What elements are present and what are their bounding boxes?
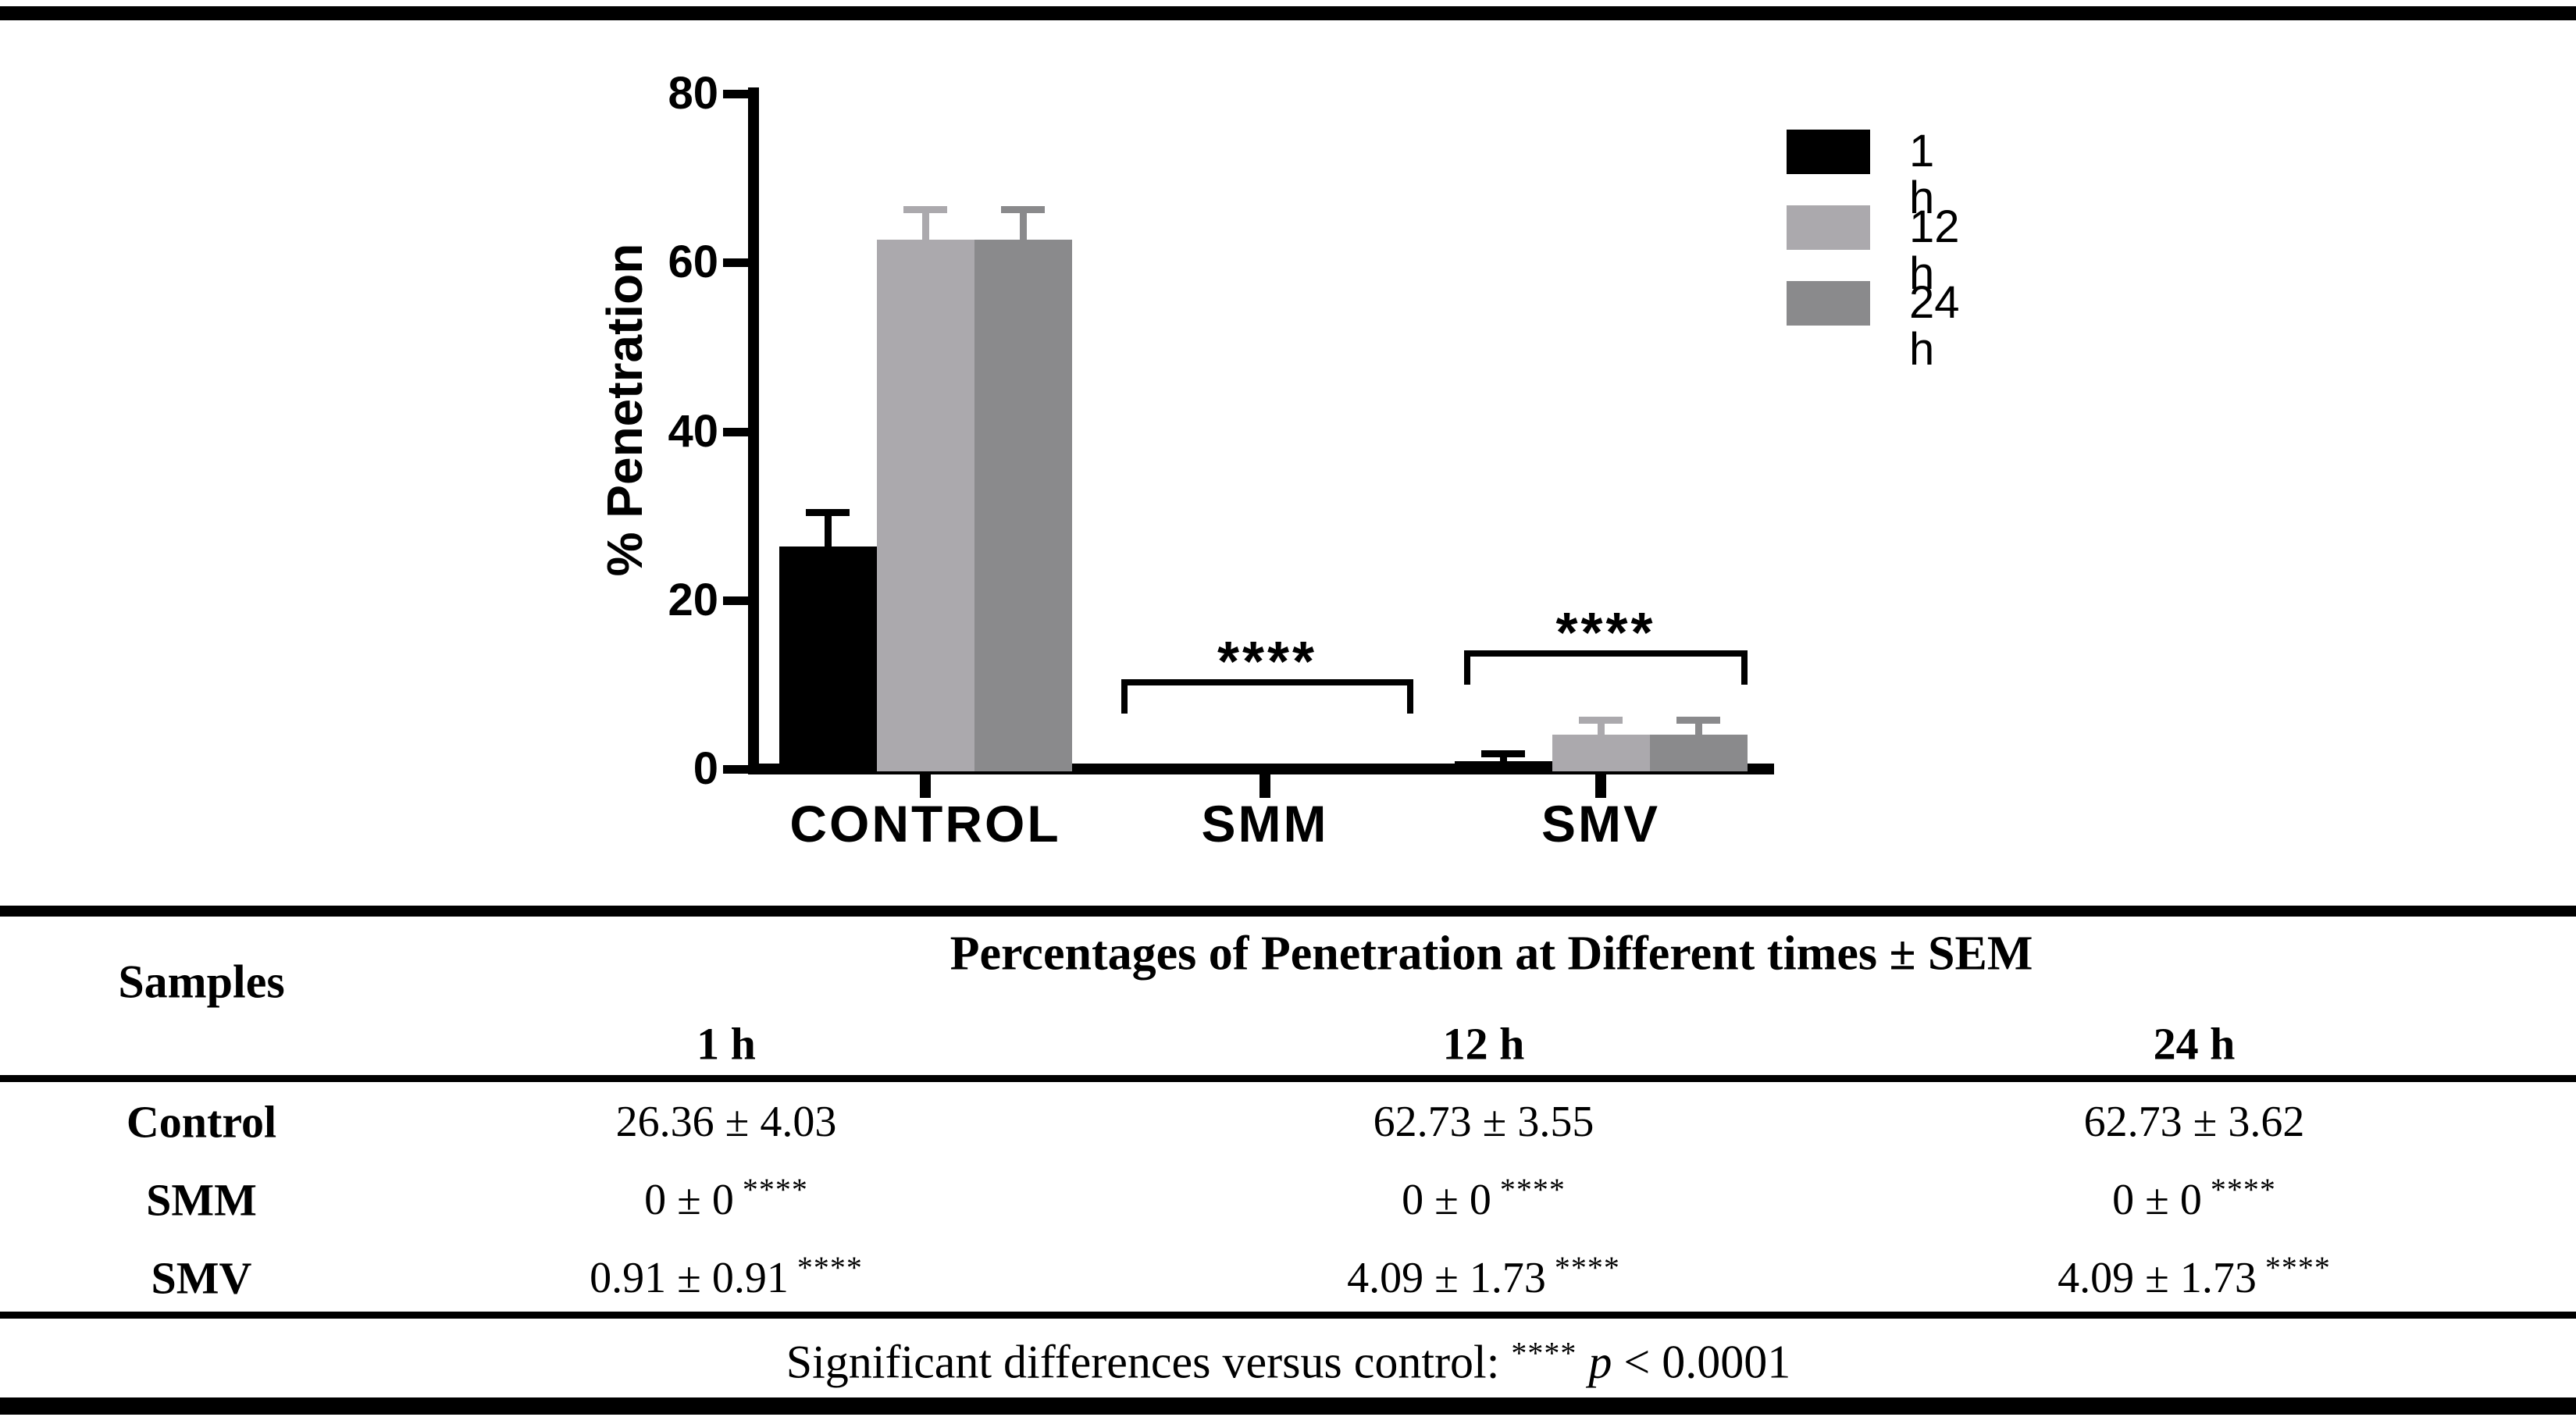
bracket-right-tick xyxy=(1407,679,1413,714)
table-footer-separator-rule xyxy=(0,1312,2576,1319)
footnote-stars: **** xyxy=(1511,1335,1577,1371)
legend-label: 1 h xyxy=(1909,126,1935,223)
cell-significance-stars: **** xyxy=(2201,1172,2276,1207)
bracket-horizontal xyxy=(1121,679,1413,685)
y-tick-mark xyxy=(723,90,748,98)
footnote-p-symbol: p xyxy=(1588,1336,1612,1388)
bar xyxy=(1649,734,1748,771)
bar xyxy=(1454,761,1552,771)
error-bar-cap xyxy=(1481,750,1525,758)
bar xyxy=(1552,734,1650,771)
table-time-header: 1 h xyxy=(697,1018,756,1070)
cell-value-text: 4.09 ± 1.73 xyxy=(1347,1254,1546,1302)
legend-swatch xyxy=(1787,130,1870,174)
y-axis-line xyxy=(748,87,759,774)
footnote-prefix: Significant differences versus control: xyxy=(786,1336,1512,1388)
table-top-rule xyxy=(0,906,2576,917)
cell-value-text: 0 ± 0 xyxy=(2112,1176,2202,1224)
table-cell-value: 0 ± 0 **** xyxy=(1402,1172,1566,1225)
error-bar-cap xyxy=(903,206,947,214)
error-bar-stem xyxy=(1694,720,1702,736)
table-sample-name: Control xyxy=(126,1096,277,1148)
table-row-header: Samples xyxy=(118,956,285,1008)
error-bar-cap xyxy=(1676,717,1720,725)
bracket-right-tick xyxy=(1741,650,1748,685)
x-tick-mark xyxy=(1595,774,1606,798)
table-cell-value: 0 ± 0 **** xyxy=(2112,1172,2276,1225)
bracket-left-tick xyxy=(1121,679,1128,714)
cell-value-text: 0 ± 0 xyxy=(1402,1176,1491,1224)
data-table: Samples Percentages of Penetration at Di… xyxy=(0,906,2576,1397)
error-bar-stem xyxy=(824,512,832,548)
error-bar-stem xyxy=(1019,208,1027,241)
table-time-header: 12 h xyxy=(1442,1018,1525,1070)
bar xyxy=(974,239,1072,771)
table-cell-value: 0.91 ± 0.91 **** xyxy=(590,1250,863,1303)
cell-value-text: 4.09 ± 1.73 xyxy=(2058,1254,2257,1302)
x-category-label: SMM xyxy=(1201,795,1329,853)
table-header-separator-rule xyxy=(0,1075,2576,1082)
table-cell-value: 26.36 ± 4.03 xyxy=(616,1097,837,1147)
y-tick-label: 60 xyxy=(668,237,718,288)
bar xyxy=(876,239,974,771)
cell-value-text: 62.73 ± 3.62 xyxy=(2083,1098,2305,1146)
error-bar-stem xyxy=(921,209,929,241)
y-tick-mark xyxy=(723,258,748,268)
error-bar-cap xyxy=(1001,205,1045,213)
x-tick-mark xyxy=(1259,774,1270,798)
error-bar-stem xyxy=(1499,753,1507,764)
x-category-label: SMV xyxy=(1541,795,1661,853)
error-bar-cap xyxy=(806,509,850,517)
y-tick-label: 40 xyxy=(668,405,718,457)
table-footnote: Significant differences versus control: … xyxy=(786,1336,1790,1390)
error-bar-stem xyxy=(1597,720,1605,736)
footnote-rest: < 0.0001 xyxy=(1612,1336,1791,1388)
bar-chart: % Penetration 0 20 40 60 80 CONTROL SMM SMV **… xyxy=(597,68,1960,853)
cell-value-text: 26.36 ± 4.03 xyxy=(615,1098,837,1146)
table-sample-name: SMV xyxy=(151,1252,252,1304)
x-tick-mark xyxy=(920,774,931,798)
table-header-title: Percentages of Penetration at Different … xyxy=(950,927,2033,981)
table-cell-value: 0 ± 0 **** xyxy=(644,1172,808,1225)
legend-swatch xyxy=(1787,281,1870,326)
legend-swatch xyxy=(1787,205,1870,250)
y-tick-mark xyxy=(723,765,748,774)
cell-significance-stars: **** xyxy=(1491,1172,1566,1207)
bottom-border-rule xyxy=(0,1397,2576,1415)
cell-significance-stars: **** xyxy=(733,1172,808,1207)
table-sample-name: SMM xyxy=(146,1174,257,1226)
cell-value-text: 0 ± 0 xyxy=(644,1176,734,1224)
table-cell-value: 4.09 ± 1.73 **** xyxy=(1347,1250,1620,1303)
legend-label: 12 h xyxy=(1909,201,1960,299)
top-border-rule xyxy=(0,6,2576,20)
cell-significance-stars: **** xyxy=(788,1250,863,1285)
cell-value-text: 0.91 ± 0.91 xyxy=(590,1254,789,1302)
y-tick-mark xyxy=(723,427,748,436)
table-cell-value: 62.73 ± 3.62 xyxy=(2084,1097,2305,1147)
table-time-header: 24 h xyxy=(2153,1018,2236,1070)
bar xyxy=(779,546,877,771)
y-tick-label: 80 xyxy=(668,68,718,119)
y-tick-mark xyxy=(723,596,748,605)
cell-value-text: 62.73 ± 3.55 xyxy=(1373,1098,1594,1146)
y-tick-label: 0 xyxy=(693,743,718,794)
cell-significance-stars: **** xyxy=(1545,1250,1620,1285)
table-cell-value: 4.09 ± 1.73 **** xyxy=(2058,1250,2331,1303)
bracket-left-tick xyxy=(1464,650,1470,685)
table-cell-value: 62.73 ± 3.55 xyxy=(1374,1097,1594,1147)
error-bar-cap xyxy=(1579,717,1623,725)
legend-label: 24 h xyxy=(1909,277,1960,375)
cell-significance-stars: **** xyxy=(2256,1250,2331,1285)
y-tick-label: 20 xyxy=(668,574,718,625)
footnote-space xyxy=(1577,1337,1588,1388)
x-category-label: CONTROL xyxy=(789,795,1061,853)
significance-stars: **** xyxy=(1217,631,1318,693)
bracket-horizontal xyxy=(1464,650,1748,657)
significance-stars: **** xyxy=(1555,602,1656,664)
